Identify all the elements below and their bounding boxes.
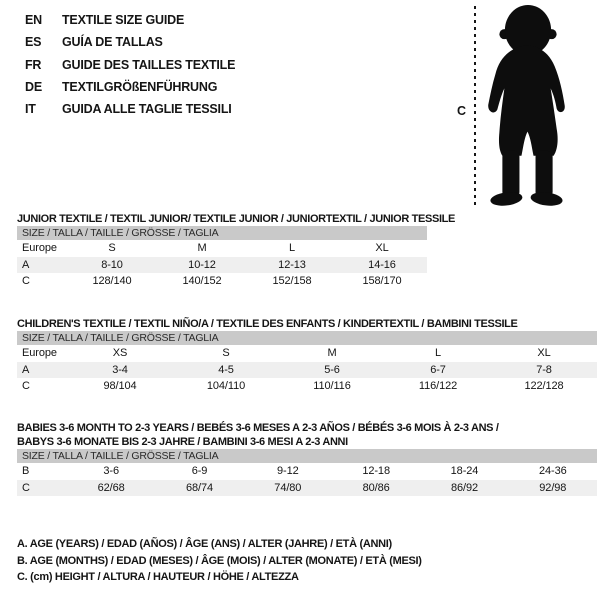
legend-line-1: B. AGE (MONTHS) / EDAD (MESES) / ÂGE (MO… [17, 554, 422, 567]
size-cell: 6-7 [430, 363, 446, 376]
table-title: BABYS 3-6 MONATE BIS 2-3 JAHRE / BAMBINI… [17, 436, 348, 448]
row-label: Europe [22, 347, 57, 359]
size-cell: 80/86 [362, 481, 390, 494]
size-cell: S [222, 347, 230, 359]
size-table-block-1: CHILDREN'S TEXTILE / TEXTIL NIÑO/A / TEX… [17, 317, 597, 395]
guide-title-de: TEXTILGRÖßENFÜHRUNG [62, 79, 218, 94]
language-row-es: ES GUÍA DE TALLAS [25, 31, 235, 53]
size-cell: L [288, 242, 296, 254]
size-cell: 12-13 [278, 258, 306, 271]
table-row: C 98/104 104/110 110/116 116/122 122/128 [17, 378, 597, 395]
size-cell: 74/80 [274, 481, 302, 494]
size-cell: 3-6 [103, 465, 119, 477]
size-table-block-2: BABIES 3-6 MONTH TO 2-3 YEARS / BEBÉS 3-… [17, 421, 597, 496]
table-row: A 8-10 10-12 12-13 14-16 [17, 256, 427, 274]
size-cell: 18-24 [450, 465, 479, 477]
size-cell: 3-4 [112, 363, 128, 376]
size-cell: 5-6 [324, 363, 340, 376]
table-title: JUNIOR TEXTILE / TEXTIL JUNIOR/ TEXTILE … [17, 213, 456, 225]
size-cell: 128/140 [92, 275, 132, 287]
row-label: C [22, 275, 30, 287]
row-cells: XS S M L XL [67, 345, 597, 362]
legend-line-0: A. AGE (YEARS) / EDAD (AÑOS) / ÂGE (ANS)… [17, 538, 392, 550]
language-title-list: EN TEXTILE SIZE GUIDE ES GUÍA DE TALLAS FR GU… [25, 9, 235, 120]
legend-line-2: C. (cm) HEIGHT / ALTURA / HAUTEUR / HÖHE… [17, 571, 299, 583]
guide-title-it: GUIDA ALLE TAGLIE TESSILI [62, 102, 232, 117]
table-row: Europe S M L XL [17, 240, 427, 257]
row-cells: S M L XL [67, 240, 427, 257]
language-code: FR [25, 57, 42, 72]
row-label: Europe [22, 242, 57, 254]
language-row-de: DE TEXTILGRÖßENFÜHRUNG [25, 76, 235, 98]
size-cell: S [108, 242, 116, 254]
language-row-it: IT GUIDA ALLE TAGLIE TESSILI [25, 98, 235, 120]
size-cell: 9-12 [277, 465, 299, 477]
language-code: ES [25, 35, 42, 50]
size-header-bar: SIZE / TALLA / TAILLE / GRÖSSE / TAGLIA [17, 449, 597, 463]
size-cell: 152/158 [272, 275, 312, 287]
size-cell: 86/92 [450, 481, 478, 494]
size-cell: M [327, 347, 337, 359]
row-label: A [22, 258, 30, 271]
language-code: DE [25, 79, 42, 94]
row-label: A [22, 363, 30, 376]
height-c-label: C [457, 104, 467, 118]
size-legend: A. AGE (YEARS) / EDAD (AÑOS) / ÂGE (ANS)… [17, 536, 422, 586]
size-cell: 92/98 [539, 481, 567, 494]
table-row: C 62/68 68/74 74/80 80/86 86/92 92/98 [17, 479, 597, 497]
row-cells: 3-6 6-9 9-12 12-18 18-24 24-36 [67, 463, 597, 480]
table-row: B 3-6 6-9 9-12 12-18 18-24 24-36 [17, 463, 597, 480]
size-cell: 122/128 [524, 380, 564, 392]
guide-title-en: TEXTILE SIZE GUIDE [62, 13, 185, 27]
size-cell: 116/122 [418, 380, 458, 392]
size-table-block-0: JUNIOR TEXTILE / TEXTIL JUNIOR/ TEXTILE … [17, 212, 456, 290]
size-header-bar: SIZE / TALLA / TAILLE / GRÖSSE / TAGLIA [17, 331, 597, 345]
row-label: C [22, 481, 30, 494]
size-cell: 158/170 [362, 275, 402, 287]
size-cell: M [197, 242, 207, 254]
size-cell: XL [375, 242, 389, 254]
size-cell: 62/68 [97, 481, 125, 494]
table-row: C 128/140 140/152 152/158 158/170 [17, 273, 427, 290]
size-cell: 10-12 [188, 258, 216, 271]
size-cell: XS [112, 347, 128, 359]
height-dashed-line [474, 6, 476, 207]
language-code: EN [25, 13, 42, 27]
size-cell: 110/116 [313, 380, 351, 392]
size-cell: 98/104 [103, 380, 137, 392]
table-title: BABIES 3-6 MONTH TO 2-3 YEARS / BEBÉS 3-… [17, 422, 499, 434]
row-cells: 3-4 4-5 5-6 6-7 7-8 [67, 362, 597, 379]
row-cells: 98/104 104/110 110/116 116/122 122/128 [67, 378, 597, 395]
row-label: C [22, 380, 30, 392]
size-cell: 12-18 [362, 465, 390, 477]
size-cell: 4-5 [218, 363, 234, 376]
table-title: CHILDREN'S TEXTILE / TEXTIL NIÑO/A / TEX… [17, 318, 518, 330]
language-row-en: EN TEXTILE SIZE GUIDE [25, 9, 235, 31]
size-cell: L [434, 347, 442, 359]
table-row: A 3-4 4-5 5-6 6-7 7-8 [17, 361, 597, 379]
size-cell: 8-10 [101, 258, 123, 271]
size-header-bar: SIZE / TALLA / TAILLE / GRÖSSE / TAGLIA [17, 226, 427, 240]
guide-title-es: GUÍA DE TALLAS [62, 35, 163, 50]
guide-title-fr: GUIDE DES TAILLES TEXTILE [62, 57, 236, 72]
row-label: B [22, 465, 30, 477]
row-cells: 128/140 140/152 152/158 158/170 [67, 273, 427, 290]
row-cells: 8-10 10-12 12-13 14-16 [67, 257, 427, 274]
size-cell: 14-16 [368, 258, 396, 271]
table-row: Europe XS S M L XL [17, 345, 597, 362]
row-cells: 62/68 68/74 74/80 80/86 86/92 92/98 [67, 480, 597, 497]
size-cell: 7-8 [536, 363, 552, 376]
size-cell: 104/110 [206, 380, 246, 392]
size-cell: 24-36 [538, 465, 567, 477]
size-cell: 140/152 [182, 275, 222, 287]
baby-silhouette-icon [488, 5, 565, 206]
size-cell: 68/74 [185, 481, 213, 494]
size-cell: XL [537, 347, 551, 359]
baby-height-figure: C [450, 0, 600, 215]
language-code: IT [25, 102, 36, 117]
language-row-fr: FR GUIDE DES TAILLES TEXTILE [25, 54, 235, 76]
size-cell: 6-9 [191, 465, 208, 477]
